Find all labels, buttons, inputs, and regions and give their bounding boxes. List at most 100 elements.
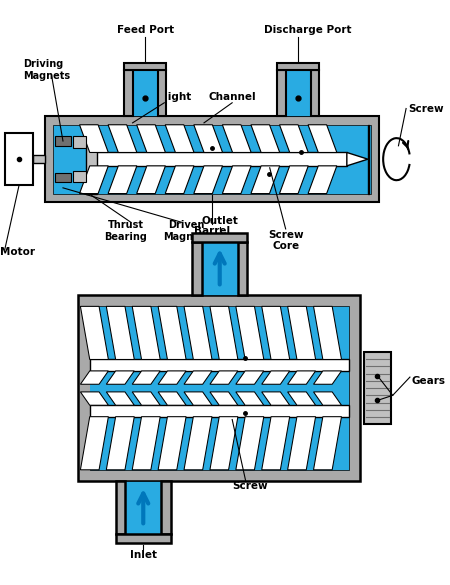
Polygon shape <box>132 417 160 470</box>
Polygon shape <box>194 166 223 194</box>
Bar <box>364 352 391 424</box>
Polygon shape <box>81 307 108 359</box>
Text: Flight: Flight <box>157 92 191 102</box>
Bar <box>158 70 166 116</box>
Polygon shape <box>158 417 186 470</box>
Bar <box>72 171 86 182</box>
Polygon shape <box>347 153 368 166</box>
Polygon shape <box>210 392 238 405</box>
Polygon shape <box>158 392 186 405</box>
Polygon shape <box>288 307 315 359</box>
Polygon shape <box>81 392 108 405</box>
Polygon shape <box>165 125 194 153</box>
Polygon shape <box>279 125 308 153</box>
Bar <box>4 133 33 185</box>
Polygon shape <box>81 417 108 470</box>
Polygon shape <box>222 125 251 153</box>
Polygon shape <box>262 307 290 359</box>
Bar <box>116 481 125 534</box>
Bar <box>277 63 319 70</box>
Polygon shape <box>81 371 108 384</box>
Polygon shape <box>288 371 315 384</box>
Polygon shape <box>106 417 134 470</box>
Bar <box>277 70 286 116</box>
Polygon shape <box>132 392 160 405</box>
Polygon shape <box>262 392 290 405</box>
Polygon shape <box>132 371 160 384</box>
Polygon shape <box>314 307 342 359</box>
Polygon shape <box>236 392 264 405</box>
Bar <box>72 136 86 147</box>
Bar <box>54 125 371 194</box>
Polygon shape <box>137 125 166 153</box>
Bar <box>162 481 171 534</box>
Bar <box>90 307 349 470</box>
Text: Discharge Port: Discharge Port <box>264 25 351 35</box>
Bar <box>45 116 379 202</box>
Text: Motor: Motor <box>0 247 35 257</box>
Polygon shape <box>158 371 186 384</box>
Polygon shape <box>80 166 108 194</box>
Polygon shape <box>251 166 280 194</box>
Bar <box>310 70 319 116</box>
Text: Screw: Screw <box>408 104 444 113</box>
Polygon shape <box>222 166 251 194</box>
Text: Screw: Screw <box>233 481 268 491</box>
Polygon shape <box>236 371 264 384</box>
Bar <box>90 405 349 417</box>
Text: Gears: Gears <box>412 376 446 386</box>
Bar <box>86 125 97 194</box>
Polygon shape <box>210 307 238 359</box>
Text: Feed Port: Feed Port <box>117 25 174 35</box>
Polygon shape <box>158 307 186 359</box>
Bar <box>192 233 248 242</box>
Polygon shape <box>288 417 315 470</box>
Polygon shape <box>236 307 264 359</box>
Polygon shape <box>314 392 342 405</box>
Polygon shape <box>108 125 137 153</box>
Polygon shape <box>80 125 108 153</box>
Bar <box>55 173 71 182</box>
Bar <box>90 153 347 166</box>
Text: Channel: Channel <box>208 92 256 102</box>
Polygon shape <box>308 166 337 194</box>
Polygon shape <box>314 371 342 384</box>
Bar <box>124 70 133 116</box>
Text: Barrel: Barrel <box>194 226 230 236</box>
Bar <box>238 242 248 295</box>
Text: Outlet: Outlet <box>201 216 238 226</box>
Bar <box>90 359 349 371</box>
Polygon shape <box>279 166 308 194</box>
Bar <box>202 242 238 295</box>
Bar <box>192 242 202 295</box>
Polygon shape <box>184 417 212 470</box>
Bar <box>33 156 45 163</box>
Polygon shape <box>165 166 194 194</box>
Polygon shape <box>236 417 264 470</box>
Bar <box>125 481 162 534</box>
Polygon shape <box>314 417 342 470</box>
Polygon shape <box>106 371 134 384</box>
Polygon shape <box>184 307 212 359</box>
Bar <box>90 384 349 392</box>
Polygon shape <box>262 417 290 470</box>
Polygon shape <box>210 417 238 470</box>
Bar <box>78 295 360 481</box>
Polygon shape <box>368 125 369 194</box>
Bar <box>55 136 71 146</box>
Polygon shape <box>194 125 223 153</box>
Bar <box>124 63 166 70</box>
Polygon shape <box>210 371 238 384</box>
Bar <box>286 70 310 116</box>
Polygon shape <box>251 125 280 153</box>
Polygon shape <box>288 392 315 405</box>
Text: Screw
Core: Screw Core <box>268 229 303 251</box>
Bar <box>133 70 158 116</box>
Text: Inlet: Inlet <box>130 550 157 560</box>
Polygon shape <box>308 125 337 153</box>
Polygon shape <box>262 371 290 384</box>
Polygon shape <box>184 371 212 384</box>
Bar <box>116 534 171 543</box>
Polygon shape <box>106 392 134 405</box>
Text: Thrust
Bearing: Thrust Bearing <box>104 220 148 242</box>
